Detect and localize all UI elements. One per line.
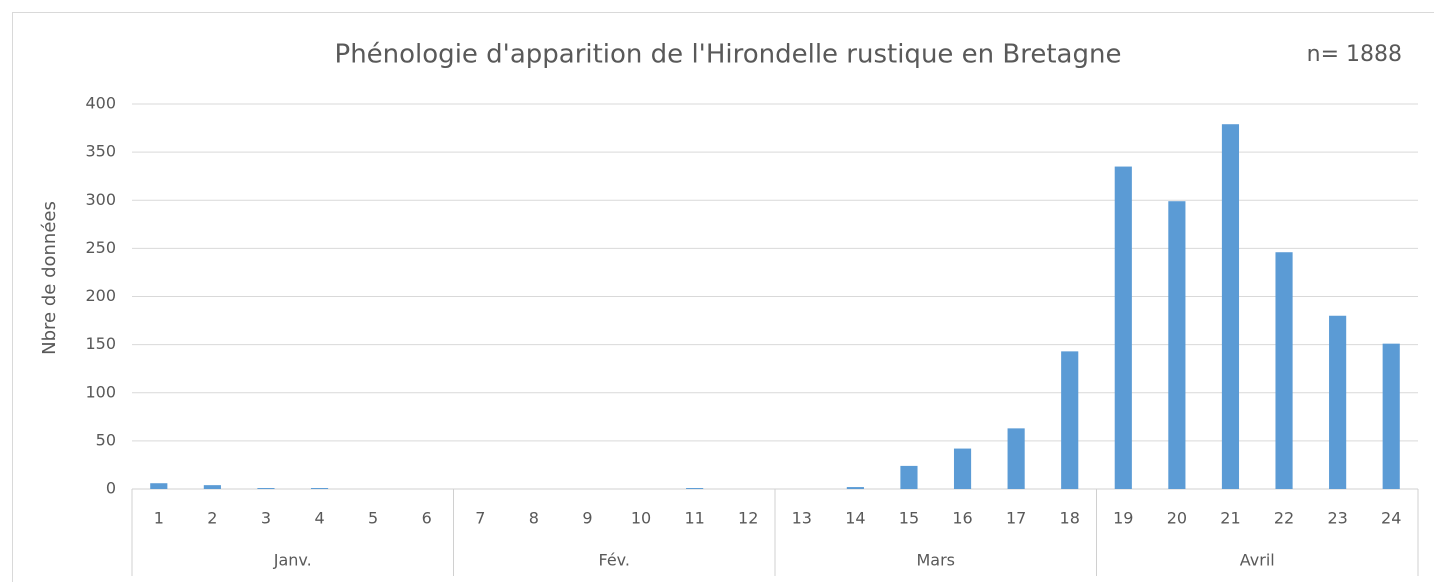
- bar: [257, 488, 274, 489]
- bar: [847, 487, 864, 489]
- x-tick-label: 20: [1167, 509, 1187, 528]
- x-tick-label: 7: [475, 509, 485, 528]
- x-tick-label: 5: [368, 509, 378, 528]
- bar: [900, 466, 917, 489]
- x-tick-label: 10: [631, 509, 651, 528]
- chart-border: [13, 13, 1434, 583]
- x-tick-label: 16: [952, 509, 972, 528]
- bar: [954, 449, 971, 489]
- bar: [1168, 201, 1185, 489]
- x-tick-label: 17: [1006, 509, 1026, 528]
- x-tick-label: 21: [1220, 509, 1240, 528]
- bar: [1061, 351, 1078, 489]
- x-tick-label: 14: [845, 509, 865, 528]
- chart-title: Phénologie d'apparition de l'Hirondelle …: [335, 40, 1122, 70]
- x-tick-label: 6: [422, 509, 432, 528]
- x-tick-label: 22: [1274, 509, 1294, 528]
- x-tick-label: 8: [529, 509, 539, 528]
- x-tick-label: 24: [1381, 509, 1401, 528]
- x-tick-label: 23: [1327, 509, 1347, 528]
- x-tick-label: 1: [154, 509, 164, 528]
- x-tick-label: 9: [582, 509, 592, 528]
- x-tick-label: 4: [314, 509, 324, 528]
- y-tick-label: 200: [85, 286, 116, 305]
- y-tick-label: 100: [85, 382, 116, 401]
- y-tick-label: 350: [85, 142, 116, 161]
- x-tick-label: 11: [684, 509, 704, 528]
- x-tick-label: 3: [261, 509, 271, 528]
- bar: [204, 485, 221, 489]
- y-tick-label: 250: [85, 238, 116, 257]
- bar: [1008, 428, 1025, 489]
- bar: [150, 483, 167, 489]
- bar: [1329, 316, 1346, 489]
- y-axis-label: Nbre de données: [39, 201, 60, 355]
- bar: [686, 488, 703, 489]
- y-tick-label: 150: [85, 334, 116, 353]
- annotation: n= 1888: [1307, 42, 1402, 67]
- bar: [1115, 167, 1132, 489]
- group-label: Janv.: [273, 551, 312, 570]
- x-tick-label: 12: [738, 509, 758, 528]
- bar: [1275, 252, 1292, 489]
- x-tick-label: 15: [899, 509, 919, 528]
- x-tick-label: 2: [207, 509, 217, 528]
- bar: [1222, 124, 1239, 489]
- bar: [1383, 344, 1400, 489]
- x-tick-label: 19: [1113, 509, 1133, 528]
- x-tick-label: 13: [792, 509, 812, 528]
- y-tick-label: 300: [85, 190, 116, 209]
- group-label: Fév.: [599, 551, 630, 570]
- group-label: Avril: [1240, 551, 1275, 570]
- y-tick-label: 400: [85, 94, 116, 113]
- y-tick-label: 0: [106, 479, 116, 498]
- bar: [311, 488, 328, 489]
- x-tick-label: 18: [1060, 509, 1080, 528]
- y-tick-label: 50: [96, 430, 116, 449]
- group-label: Mars: [916, 551, 955, 570]
